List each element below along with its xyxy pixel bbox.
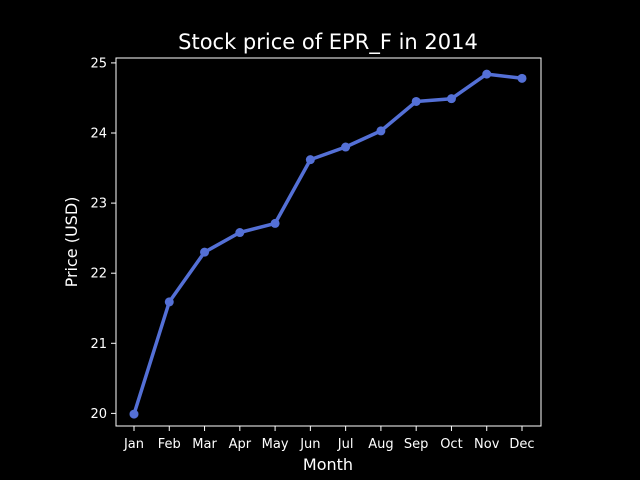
x-tick-label: Dec xyxy=(509,437,534,452)
data-points xyxy=(129,69,527,419)
x-tick-label: Sep xyxy=(404,437,429,452)
y-axis: 20 21 22 23 24 25 xyxy=(90,56,116,422)
data-point-jan xyxy=(129,409,139,419)
data-point-apr xyxy=(235,228,245,238)
x-axis: Jan Feb Mar Apr May Jun Jul Aug Sep Oct Nov Dec xyxy=(123,426,535,452)
series-line xyxy=(132,72,524,416)
data-point-nov xyxy=(482,69,492,79)
plot-frame xyxy=(115,57,542,427)
data-point-jun xyxy=(305,155,315,165)
x-tick-label: Apr xyxy=(229,437,252,452)
x-tick-label: Mar xyxy=(192,437,217,452)
y-tick-label: 21 xyxy=(90,337,107,352)
x-tick-label: Oct xyxy=(440,437,462,452)
data-point-jul xyxy=(341,142,351,152)
y-tick-label: 20 xyxy=(90,407,107,422)
data-point-aug xyxy=(376,126,386,136)
x-tick-label: Jun xyxy=(299,437,320,452)
data-point-feb xyxy=(164,297,174,307)
y-tick-label: 24 xyxy=(90,127,107,142)
data-point-sep xyxy=(411,96,421,106)
y-tick-label: 25 xyxy=(90,56,107,71)
x-tick-label: Aug xyxy=(368,437,393,452)
data-point-may xyxy=(270,218,280,228)
y-tick-label: 22 xyxy=(90,267,107,282)
data-point-oct xyxy=(446,94,456,104)
y-tick-label: 23 xyxy=(90,197,107,212)
x-tick-label: Jul xyxy=(337,437,354,452)
data-point-dec xyxy=(517,73,527,83)
x-tick-label: Nov xyxy=(474,437,500,452)
data-point-mar xyxy=(200,247,210,257)
x-tick-label: Feb xyxy=(158,437,181,452)
chart-title: Stock price of EPR_F in 2014 xyxy=(178,30,478,55)
x-tick-label: May xyxy=(262,437,289,452)
y-axis-label: Price (USD) xyxy=(62,197,81,288)
x-axis-label: Month xyxy=(303,455,353,474)
x-tick-label: Jan xyxy=(123,437,144,452)
